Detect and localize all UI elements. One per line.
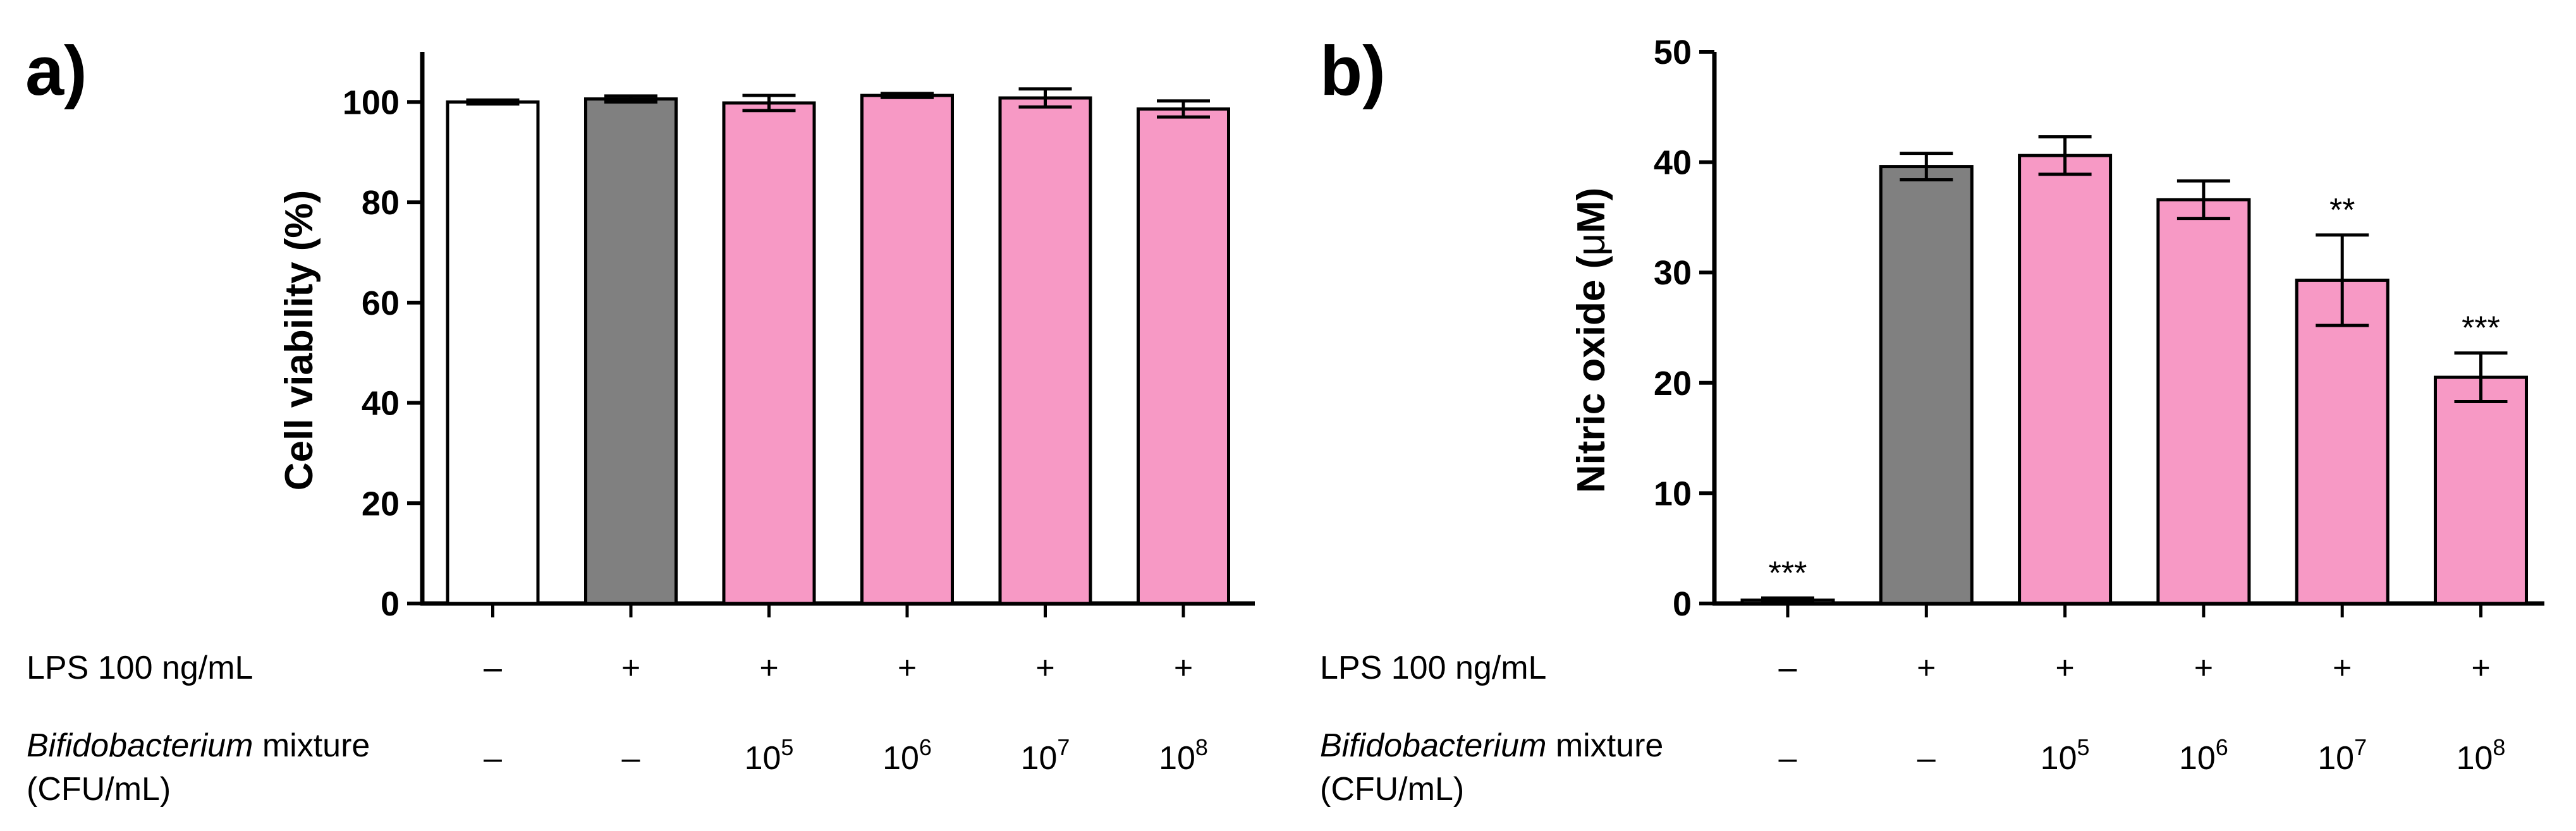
row-label-bifidobacterium-b: Bifidobacterium mixture xyxy=(1320,727,1663,764)
bif-value-exponent: 8 xyxy=(1195,734,1208,760)
lps-value-b-6: + xyxy=(2471,650,2490,686)
bif-value-base: 10 xyxy=(882,740,919,777)
bif-value-base: – xyxy=(1779,740,1797,777)
bif-value-base: 10 xyxy=(2317,740,2354,777)
bif-value-exponent: 7 xyxy=(1057,734,1070,760)
y-tick-label-b: 20 xyxy=(1654,365,1692,403)
bif-value-a-4: 106 xyxy=(882,734,932,777)
y-axis-title-a: Cell viability (%) xyxy=(278,190,321,490)
bif-value-a-2: – xyxy=(622,740,640,777)
bif-value-exponent: 6 xyxy=(919,734,932,760)
bar-a-2 xyxy=(584,97,678,605)
bif-value-base: 10 xyxy=(1021,740,1058,777)
bif-value-base: 10 xyxy=(745,740,781,777)
bar-b-2 xyxy=(1879,165,1974,605)
row-label-lps-b: LPS 100 ng/mL xyxy=(1320,650,1546,686)
y-tick-label-b: 50 xyxy=(1654,33,1692,71)
row-label-bif-italic: Bifidobacterium xyxy=(1320,727,1546,764)
y-axis-title-b: Nitric oxide (μM) xyxy=(1570,188,1613,494)
bif-value-base: – xyxy=(622,740,640,777)
lps-value-a-2: + xyxy=(621,650,640,686)
significance-label-b-6: *** xyxy=(2462,310,2500,347)
bif-value-a-6: 108 xyxy=(1159,734,1208,777)
row-label-bifidobacterium-a: Bifidobacterium mixture xyxy=(27,727,370,764)
significance-label-b-1: *** xyxy=(1769,555,1807,591)
y-axis-title-mu: μ xyxy=(1570,233,1613,256)
bif-value-a-3: 105 xyxy=(745,734,794,777)
bar-a-3 xyxy=(722,101,816,605)
bif-value-b-3: 105 xyxy=(2041,734,2090,777)
y-tick-label-a: 40 xyxy=(362,385,400,423)
y-axis-title-suffix: M) xyxy=(1570,188,1613,233)
bif-value-b-5: 107 xyxy=(2317,734,2367,777)
y-tick-label-b: 10 xyxy=(1654,475,1692,513)
y-tick-label-b: 40 xyxy=(1654,144,1692,182)
bif-value-exponent: 5 xyxy=(2077,734,2090,760)
y-tick-label-a: 20 xyxy=(362,485,400,523)
bar-b-3 xyxy=(2018,154,2113,605)
lps-value-b-3: + xyxy=(2055,650,2074,686)
row-label-cfu-a: (CFU/mL) xyxy=(27,771,171,808)
bif-value-base: 10 xyxy=(2041,740,2077,777)
bar-a-4 xyxy=(860,94,954,605)
row-label-lps-a: LPS 100 ng/mL xyxy=(27,650,253,686)
y-tick-label-b: 0 xyxy=(1673,585,1692,623)
bif-value-exponent: 8 xyxy=(2493,734,2505,760)
lps-value-a-5: + xyxy=(1035,650,1054,686)
chart-panel-b: b) 0 10 20 30 40 50 Nitric oxide (μM) LPS 100 ng… xyxy=(1320,32,2544,808)
panel-label-a: a) xyxy=(25,32,87,110)
bif-value-exponent: 7 xyxy=(2354,734,2367,760)
bif-value-b-2: – xyxy=(1917,740,1936,777)
chart-panel-a: a) 0 20 40 60 80 100 Cell viability (%) LPS 100 … xyxy=(25,32,1255,808)
y-tick-label-a: 0 xyxy=(381,585,400,623)
lps-value-a-6: + xyxy=(1174,650,1193,686)
bar-b-4 xyxy=(2156,198,2251,605)
row-label-bif-rest: mixture xyxy=(1546,727,1663,764)
lps-value-a-4: + xyxy=(898,650,917,686)
bar-b-6 xyxy=(2434,375,2528,605)
bif-value-exponent: 5 xyxy=(781,734,793,760)
bif-value-base: 10 xyxy=(2457,740,2493,777)
lps-value-b-2: + xyxy=(1917,650,1936,686)
bif-value-b-6: 108 xyxy=(2457,734,2506,777)
panel-label-b: b) xyxy=(1320,32,1386,110)
lps-value-a-1: – xyxy=(484,650,502,686)
y-tick-label-b: 30 xyxy=(1654,254,1692,292)
significance-label-b-5: ** xyxy=(2329,192,2355,229)
y-tick-label-a: 100 xyxy=(343,83,400,121)
bar-a-5 xyxy=(998,96,1092,605)
bif-value-base: 10 xyxy=(1159,740,1195,777)
bar-a-1 xyxy=(446,100,540,605)
bar-a-6 xyxy=(1137,107,1230,605)
y-tick-label-a: 80 xyxy=(362,184,400,222)
bif-value-a-1: – xyxy=(484,740,502,777)
bif-value-base: – xyxy=(1917,740,1936,777)
bif-value-exponent: 6 xyxy=(2216,734,2228,760)
y-tick-label-a: 60 xyxy=(362,284,400,322)
bif-value-base: – xyxy=(484,740,502,777)
lps-value-a-3: + xyxy=(759,650,778,686)
lps-value-b-5: + xyxy=(2333,650,2352,686)
lps-value-b-1: – xyxy=(1779,650,1797,686)
bif-value-base: 10 xyxy=(2179,740,2216,777)
lps-value-b-4: + xyxy=(2194,650,2213,686)
bar-b-5 xyxy=(2295,278,2390,605)
row-label-bif-italic: Bifidobacterium xyxy=(27,727,253,764)
bif-value-b-4: 106 xyxy=(2179,734,2228,777)
row-label-bif-rest: mixture xyxy=(253,727,370,764)
bif-value-a-5: 107 xyxy=(1021,734,1070,777)
row-label-cfu-b: (CFU/mL) xyxy=(1320,771,1464,808)
bif-value-b-1: – xyxy=(1779,740,1797,777)
y-axis-title-prefix: Nitric oxide ( xyxy=(1570,255,1613,493)
